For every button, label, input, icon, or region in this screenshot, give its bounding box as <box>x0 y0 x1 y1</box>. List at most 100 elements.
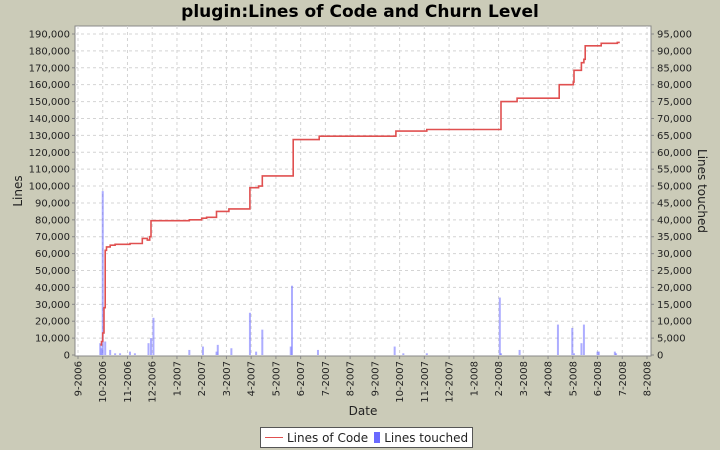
churn-bar <box>100 348 103 355</box>
x-tick-label: 7-2008 <box>618 361 629 396</box>
y-tick-label: 120,000 <box>29 148 70 159</box>
churn-bar <box>114 353 117 355</box>
y2-axis-label: Lines touched <box>695 149 709 233</box>
x-tick-label: 2-2007 <box>197 361 208 396</box>
right-axis-ticks: 0 5,000 10,000 15,000 20,000 25,000 30,000 35,0… <box>651 30 692 362</box>
y2-tick-label: 80,000 <box>657 80 692 91</box>
churn-bar <box>255 351 258 355</box>
x-tick-label: 6-2008 <box>593 361 604 396</box>
y-tick-label: 180,000 <box>29 46 70 57</box>
y-tick-label: 170,000 <box>29 63 70 74</box>
churn-bar <box>571 327 574 355</box>
left-axis-ticks: 0 10,000 20,000 30,000 40,000 50,000 60,000 70,… <box>29 30 75 362</box>
churn-bar <box>216 344 219 355</box>
x-tick-label: 2-2008 <box>494 361 505 396</box>
x-tick-label: 4-2008 <box>544 361 555 396</box>
y2-tick-label: 75,000 <box>657 97 692 108</box>
churn-bar <box>149 338 152 355</box>
y2-tick-label: 50,000 <box>657 182 692 193</box>
x-tick-label: 7-2007 <box>321 361 332 396</box>
x-axis-label: Date <box>349 404 378 418</box>
x-tick-label: 12-2006 <box>148 361 159 403</box>
x-tick-label: 6-2007 <box>296 361 307 396</box>
x-tick-label: 11-2007 <box>420 361 431 403</box>
y-axis-label: Lines <box>11 175 25 206</box>
churn-bar <box>500 353 503 355</box>
churn-bar <box>188 349 191 355</box>
churn-bar <box>393 346 396 355</box>
churn-bar <box>133 353 136 355</box>
y2-tick-label: 0 <box>657 351 663 362</box>
churn-bar <box>290 285 293 355</box>
y2-tick-label: 10,000 <box>657 317 692 328</box>
y2-tick-label: 35,000 <box>657 232 692 243</box>
churn-bar <box>573 353 576 355</box>
churn-bar <box>289 346 292 355</box>
lines-of-code-legend-swatch <box>265 437 283 438</box>
y-tick-label: 20,000 <box>35 317 70 328</box>
churn-bar <box>402 353 405 355</box>
y-tick-label: 190,000 <box>29 30 70 41</box>
churn-bar <box>119 353 122 355</box>
y-tick-label: 90,000 <box>35 198 70 209</box>
churn-bar <box>498 297 501 355</box>
chart-title: plugin:Lines of Code and Churn Level <box>181 2 539 22</box>
churn-bar <box>316 349 319 355</box>
churn-bar <box>615 353 618 355</box>
y2-tick-label: 30,000 <box>657 249 692 260</box>
churn-bar <box>215 351 218 355</box>
y-tick-label: 140,000 <box>29 114 70 125</box>
x-tick-label: 9-2006 <box>74 361 85 396</box>
y-tick-label: 70,000 <box>35 232 70 243</box>
legend-label-lines-of-code: Lines of Code <box>287 430 369 445</box>
lines-touched-legend-swatch <box>374 432 381 443</box>
churn-bar <box>128 351 131 355</box>
lines-touched-bars <box>99 191 618 355</box>
churn-bar <box>596 351 599 355</box>
x-tick-label: 8-2008 <box>643 361 654 396</box>
y2-tick-label: 85,000 <box>657 63 692 74</box>
y2-tick-label: 25,000 <box>657 266 692 277</box>
y2-tick-label: 65,000 <box>657 131 692 142</box>
x-tick-label: 3-2008 <box>519 361 530 396</box>
legend: Lines of Code Lines touched <box>260 427 474 448</box>
x-tick-label: 12-2007 <box>445 361 456 403</box>
x-tick-label: 9-2007 <box>370 361 381 396</box>
y-tick-label: 100,000 <box>29 182 70 193</box>
churn-bar <box>101 191 104 355</box>
y-tick-label: 40,000 <box>35 283 70 294</box>
y-tick-label: 50,000 <box>35 266 70 277</box>
churn-bar <box>613 351 616 355</box>
x-tick-label: 1-2007 <box>172 361 183 396</box>
churn-bar <box>518 349 521 355</box>
y-tick-label: 150,000 <box>29 97 70 108</box>
churn-bar <box>556 324 559 355</box>
lines-of-code-line <box>100 41 620 346</box>
churn-bar <box>99 343 102 355</box>
x-tick-label: 3-2007 <box>222 361 233 396</box>
y2-tick-label: 40,000 <box>657 215 692 226</box>
y-tick-label: 30,000 <box>35 300 70 311</box>
y2-tick-label: 90,000 <box>657 46 692 57</box>
y2-tick-label: 20,000 <box>657 283 692 294</box>
churn-bar <box>261 329 264 355</box>
y-tick-label: 80,000 <box>35 215 70 226</box>
y-tick-label: 10,000 <box>35 334 70 345</box>
y2-tick-label: 5,000 <box>657 334 686 345</box>
y2-tick-label: 95,000 <box>657 30 692 41</box>
churn-bar <box>230 348 233 355</box>
x-tick-label: 4-2007 <box>247 361 258 396</box>
y-tick-label: 110,000 <box>29 165 70 176</box>
x-tick-label: 5-2008 <box>568 361 579 396</box>
legend-label-lines-touched: Lines touched <box>384 430 469 445</box>
churn-bar <box>597 351 600 355</box>
churn-bar <box>425 353 428 355</box>
x-tick-label: 5-2007 <box>271 361 282 396</box>
churn-bar <box>109 349 112 355</box>
y-tick-label: 60,000 <box>35 249 70 260</box>
y2-tick-label: 15,000 <box>657 300 692 311</box>
x-tick-label: 8-2007 <box>346 361 357 396</box>
churn-bar <box>580 343 583 355</box>
x-tick-label: 10-2007 <box>395 361 406 403</box>
